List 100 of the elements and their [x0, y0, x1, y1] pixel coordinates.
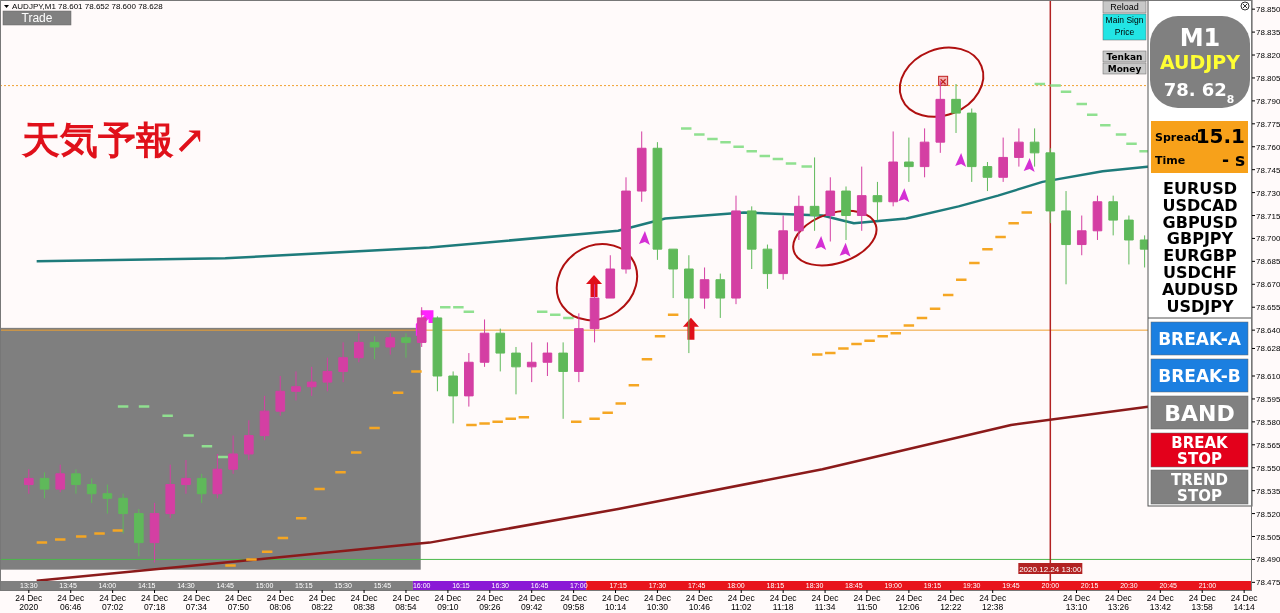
- x-tick-label: 24 Dec 07:50: [224, 592, 253, 612]
- candlestick: [86, 477, 97, 504]
- x-tick-label: 24 Dec 08:38: [350, 592, 379, 612]
- y-tick-label: 78.820: [1256, 51, 1280, 61]
- candlestick: [354, 332, 364, 363]
- candlestick: [479, 318, 490, 368]
- annotation: EURUSD: [1162, 179, 1238, 198]
- candlestick: [212, 453, 223, 499]
- candlestick: [448, 370, 458, 424]
- annotation: AUDJPY: [1159, 51, 1241, 73]
- band-button: BAND: [1150, 395, 1249, 430]
- x-tick-label: 24 Dec 13:10: [1063, 592, 1091, 612]
- trade-button: Trade: [2, 10, 72, 26]
- candlestick: [841, 185, 851, 241]
- y-tick-label: 78.670: [1256, 280, 1280, 290]
- annotation: GBPJPY: [1166, 229, 1234, 249]
- candlestick: [526, 341, 537, 383]
- candlestick: [919, 127, 930, 178]
- y-tick-label: 78.490: [1256, 555, 1280, 565]
- annotation: 天気予報↗: [21, 117, 206, 162]
- candlestick: [464, 352, 474, 408]
- candlestick: [165, 464, 176, 519]
- candlestick: [684, 254, 694, 354]
- x-tick-label: 24 Dec 13:58: [1188, 592, 1217, 612]
- x-tick-label: 24 Dec 11:50: [853, 592, 882, 612]
- candlestick: [196, 473, 207, 504]
- x-tick-label: 24 Dec 12:38: [979, 592, 1007, 612]
- x-tick-label: 24 Dec 06:46: [57, 592, 85, 612]
- candlestick: [338, 341, 348, 383]
- y-tick-label: 78.760: [1256, 142, 1280, 152]
- candlestick: [825, 176, 836, 242]
- y-tick-label: 78.850: [1256, 5, 1280, 15]
- y-tick-label: 78.610: [1256, 372, 1280, 382]
- money-button: Money: [1102, 62, 1147, 75]
- reload-button: Reload: [1102, 0, 1147, 14]
- y-tick-label: 78.745: [1256, 165, 1280, 175]
- annotation: Money: [1107, 64, 1142, 74]
- candlestick: [291, 370, 301, 401]
- y-tick-label: 78.730: [1256, 188, 1280, 198]
- candlestick: [1124, 215, 1134, 265]
- candlestick: [809, 156, 820, 232]
- x-tick-label: 24 Dec 07:18: [141, 592, 169, 612]
- candlestick: [668, 248, 678, 299]
- candlestick: [558, 341, 568, 420]
- x-tick-label: 24 Dec 09:42: [518, 592, 546, 612]
- ref-line-label: 2020.12.24 13:00: [1019, 564, 1083, 574]
- x-tick-label: 24 Dec 11:18: [769, 592, 798, 612]
- x-tick-label: 24 Dec 13:26: [1104, 592, 1133, 612]
- annotation: Time: [1155, 154, 1186, 167]
- candlestick: [746, 205, 757, 270]
- candlestick: [181, 459, 191, 495]
- annotation: 78. 62$_{8}$: [1163, 79, 1235, 106]
- x-tick-label: 24 Dec 07:34: [182, 592, 211, 612]
- candlestick: [495, 328, 506, 372]
- candlestick: [715, 273, 726, 319]
- annotation: Main Sign: [1105, 15, 1144, 25]
- candlestick: [888, 130, 898, 207]
- x-tick-label: 24 Dec 11:34: [811, 592, 840, 612]
- candlestick: [636, 130, 647, 203]
- candlestick: [118, 493, 128, 534]
- y-tick-label: 78.535: [1256, 486, 1280, 496]
- y-tick-label: 78.805: [1256, 73, 1280, 83]
- candlestick: [55, 464, 66, 493]
- candlestick: [966, 108, 977, 183]
- x-tick-label: 24 Dec 09:26: [476, 592, 505, 612]
- x-tick-label: 24 Dec 08:06: [266, 592, 295, 612]
- candlestick: [322, 357, 333, 392]
- candlestick: [134, 508, 144, 557]
- candlestick: [998, 137, 1008, 183]
- y-tick-label: 78.700: [1256, 234, 1280, 244]
- annotation: BREAK STOP: [1171, 434, 1230, 468]
- tenkan-button: Tenkan: [1102, 50, 1147, 63]
- candlestick: [39, 471, 50, 499]
- x-tick-label: 24 Dec 10:14: [602, 592, 630, 612]
- x-tick-label: 24 Dec 14:14: [1230, 592, 1259, 612]
- candlestick: [71, 468, 81, 495]
- candlestick: [1061, 190, 1071, 285]
- y-tick-label: 78.475: [1256, 578, 1280, 588]
- annotation: EURGBP: [1163, 246, 1237, 266]
- annotation: USDCHF: [1163, 263, 1237, 282]
- x-tick-label: 24 Dec 09:58: [560, 592, 588, 612]
- y-tick-label: 78.595: [1256, 394, 1280, 404]
- candlestick: [1014, 127, 1024, 168]
- trend-stop-button: TREND STOP: [1150, 469, 1249, 505]
- x-tick-label: 24 Dec 2020: [15, 592, 44, 612]
- x-tick-label: 24 Dec 13:42: [1146, 592, 1175, 612]
- candlestick: [416, 306, 427, 348]
- annotation: TREND STOP: [1170, 471, 1229, 505]
- y-tick-label: 78.790: [1256, 96, 1280, 106]
- candlestick: [244, 419, 254, 461]
- y-tick-label: 78.775: [1256, 119, 1280, 129]
- candlestick: [1092, 195, 1103, 241]
- y-tick-label: 78.655: [1256, 303, 1280, 313]
- annotation: Tenkan: [1106, 52, 1143, 62]
- y-tick-label: 78.580: [1256, 417, 1280, 427]
- candlestick: [432, 315, 443, 392]
- break-b-button: BREAK-B: [1150, 358, 1249, 393]
- candlestick: [778, 215, 788, 281]
- candlestick: [794, 195, 804, 241]
- candlestick: [652, 141, 663, 261]
